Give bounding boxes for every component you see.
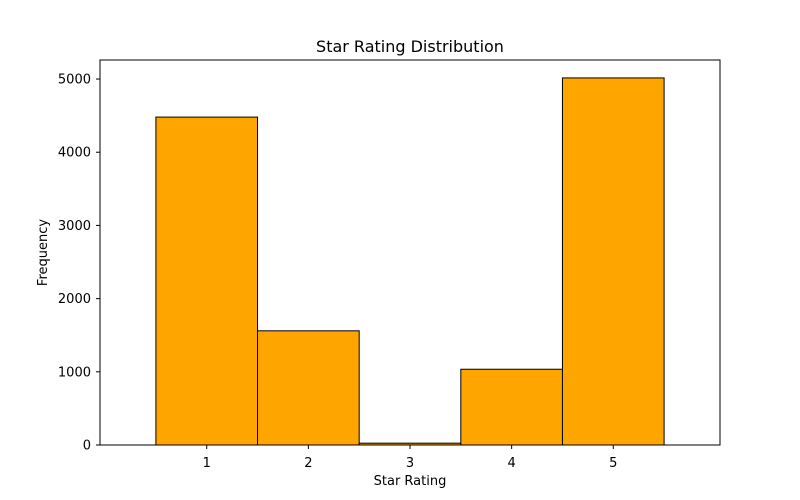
x-tick-label: 3 [406, 456, 414, 471]
x-ticks-layer: 1 2 3 4 5 [203, 445, 617, 471]
x-axis-label: Star Rating [374, 474, 447, 489]
x-tick-label: 4 [507, 456, 515, 471]
y-tick-label: 3000 [58, 219, 91, 234]
plot-frame [99, 59, 721, 446]
bars-layer [155, 77, 665, 446]
x-tick-label: 1 [203, 456, 211, 471]
bar-rating-5 [561, 77, 665, 446]
y-tick-label: 1000 [58, 365, 91, 380]
x-tick-label: 5 [609, 456, 617, 471]
x-tick-label: 2 [304, 456, 312, 471]
y-ticks-layer: 0 1000 2000 3000 4000 5000 [58, 73, 100, 454]
bar-rating-2 [257, 330, 360, 446]
y-tick-label: 0 [83, 439, 91, 454]
chart-title: Star Rating Distribution [316, 37, 504, 56]
bar-rating-4 [460, 368, 563, 446]
bar-rating-1 [155, 116, 259, 446]
y-tick-label: 5000 [58, 73, 91, 88]
y-tick-label: 2000 [58, 292, 91, 307]
y-axis-label: Frequency [36, 219, 51, 286]
y-tick-label: 4000 [58, 146, 91, 161]
